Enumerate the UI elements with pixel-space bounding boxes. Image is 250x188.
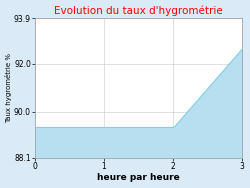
X-axis label: heure par heure: heure par heure [97,174,180,182]
Y-axis label: Taux hygrométrie %: Taux hygrométrie % [6,53,12,123]
Title: Evolution du taux d'hygrométrie: Evolution du taux d'hygrométrie [54,6,223,16]
